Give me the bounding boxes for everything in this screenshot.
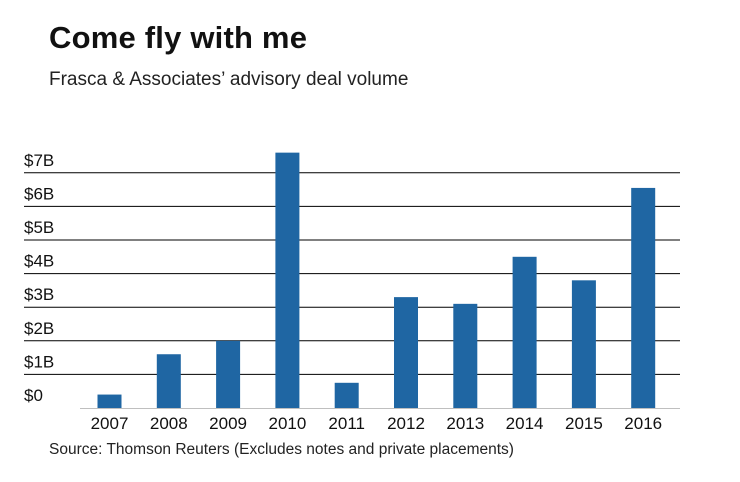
bars xyxy=(97,152,656,408)
gridlines xyxy=(24,172,680,375)
x-tick-label: 2016 xyxy=(624,414,662,433)
bar-2015 xyxy=(571,280,596,408)
y-tick-label: $4B xyxy=(24,252,54,271)
x-tick-labels: 2007 2008 2009 2010 2011 2012 2013 2014 2015 2016 xyxy=(91,414,663,433)
x-tick-label: 2011 xyxy=(328,414,365,433)
bar-2014 xyxy=(512,256,537,408)
y-tick-label: $6B xyxy=(24,184,54,203)
y-tick-label: $1B xyxy=(24,352,54,371)
bar-2009 xyxy=(216,340,241,408)
bar-2013 xyxy=(453,303,478,408)
bar-2007 xyxy=(97,394,122,408)
y-tick-label: $3B xyxy=(24,285,54,304)
chart-subtitle: Frasca & Associates’ advisory deal volum… xyxy=(49,69,409,90)
bar-2012 xyxy=(394,297,418,408)
x-tick-label: 2013 xyxy=(446,414,484,433)
y-tick-label: $5B xyxy=(24,218,54,237)
source-note: Source: Thomson Reuters (Excludes notes … xyxy=(49,441,514,458)
bar-2016 xyxy=(631,187,656,408)
bar-2011 xyxy=(334,382,359,408)
y-tick-label: $2B xyxy=(24,319,54,338)
chart-title: Come fly with me xyxy=(49,20,308,55)
x-tick-label: 2009 xyxy=(209,414,247,433)
x-tick-label: 2015 xyxy=(565,414,603,433)
x-tick-label: 2007 xyxy=(91,414,129,433)
y-tick-label: $7B xyxy=(24,151,54,170)
y-tick-label: $0 xyxy=(24,386,43,405)
bar-2010 xyxy=(275,152,300,408)
x-tick-label: 2010 xyxy=(268,414,306,433)
x-tick-label: 2008 xyxy=(150,414,188,433)
x-tick-label: 2014 xyxy=(506,414,544,433)
y-tick-labels: $0 $1B $2B $3B $4B $5B $6B $7B xyxy=(24,151,54,405)
bar-2008 xyxy=(156,354,181,408)
x-tick-label: 2012 xyxy=(387,414,425,433)
